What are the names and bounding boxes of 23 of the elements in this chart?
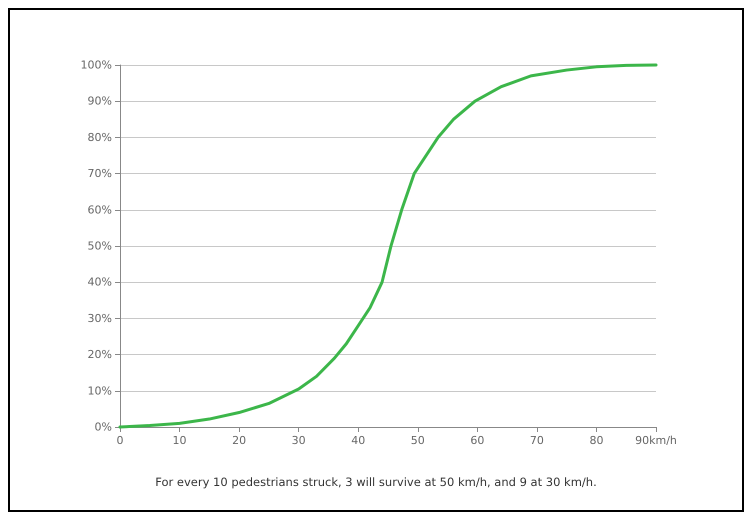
- y-tick-label: 80%: [88, 130, 112, 144]
- y-tick-label: 60%: [88, 203, 112, 216]
- line-series: [118, 64, 658, 428]
- x-tick-label: 90km/h: [635, 434, 677, 447]
- x-tick-label: 20: [232, 434, 246, 447]
- y-tick-label: 100%: [80, 58, 112, 72]
- y-tick-label: 90%: [88, 94, 112, 108]
- x-tick-label: 60: [470, 434, 484, 447]
- y-tick-label: 20%: [88, 348, 112, 362]
- y-tick-label: 10%: [88, 384, 112, 398]
- x-tick-label: 10: [172, 434, 187, 447]
- y-tick-label: 50%: [88, 240, 112, 252]
- y-tick-label: 40%: [88, 276, 112, 289]
- y-tick-label: 30%: [88, 312, 112, 325]
- y-tick-label: 0%: [94, 420, 112, 434]
- y-tick-label: 70%: [88, 167, 112, 180]
- x-tick-label: 50: [410, 434, 425, 447]
- x-tick-label: 40: [351, 434, 366, 447]
- x-tick-label: 70: [530, 434, 544, 447]
- x-tick-label: 30: [292, 434, 306, 447]
- text: For every 10 pedestrians struck, 3 will survive at 50 km/h, and 9 at 30 km/h.: [155, 475, 597, 489]
- x-tick-label: 80: [589, 434, 604, 447]
- x-tick-label: 0: [116, 434, 124, 447]
